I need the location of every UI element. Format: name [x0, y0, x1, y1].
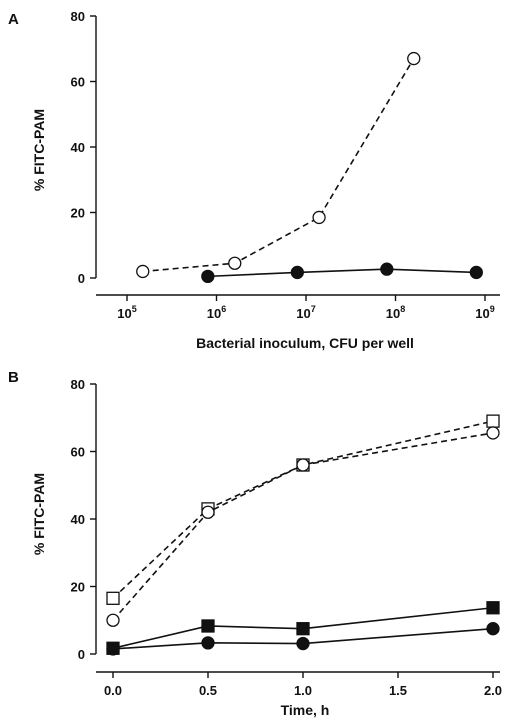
- panel-a-data-point: [407, 51, 421, 66]
- panel-a-x-ticks: 105 106 107 108 109: [117, 295, 495, 321]
- panel-b-x-axis-label: Time, h: [281, 702, 330, 718]
- panel-b-y-tick-label: 40: [71, 512, 85, 527]
- panel-b-series-line: [112, 606, 494, 650]
- panel-b-data-point: [296, 636, 310, 651]
- panel-a-data-point: [136, 264, 150, 279]
- panel-a-x-axis-label: Bacterial inoculum, CFU per well: [196, 335, 414, 351]
- panel-a-y-ticks: 0 20 40 60 80: [71, 9, 96, 286]
- panel-b-data-point: [201, 619, 215, 633]
- panel-a-series-open-circle: [136, 51, 421, 279]
- panel-b-y-tick-label: 0: [78, 647, 85, 662]
- panel-b-y-tick-label: 80: [71, 377, 85, 392]
- panel-b-data-point: [296, 622, 310, 636]
- panel-b-data-point: [296, 458, 310, 472]
- panel-a-data-point: [228, 256, 242, 270]
- panel-a-x-tick-label: 105: [117, 304, 136, 321]
- panel-b-data-point: [486, 622, 500, 636]
- panel-b-series-filled-circle: [106, 622, 500, 656]
- panel-b-x-tick-label: 1.5: [389, 683, 407, 698]
- panel-b-y-axis-label: % FITC-PAM: [31, 473, 47, 555]
- panel-a-series-filled-circle: [201, 262, 483, 284]
- panel-b-series-line: [112, 432, 494, 621]
- panel-b-series-line: [112, 420, 494, 599]
- panel-b-data-point: [201, 636, 215, 650]
- panel-b-data-point: [486, 601, 500, 615]
- panel-a-data-point: [469, 265, 483, 280]
- panel-b-plot-area: [106, 414, 500, 656]
- panel-a-y-tick-label: 0: [78, 271, 85, 286]
- panel-a-label: A: [8, 11, 19, 28]
- panel-a-data-point: [290, 265, 304, 280]
- panel-b-series-line: [112, 627, 494, 650]
- panel-b-x-tick-label: 1.0: [294, 683, 312, 698]
- panel-b: B % FITC-PAM Time, h 0.0 0.5 1.0 1.5 2.0 0 20…: [8, 369, 502, 718]
- panel-a-x-tick-label: 107: [296, 304, 315, 321]
- panel-a-x-tick-label: 106: [207, 304, 226, 321]
- panel-a-plot-area: [136, 51, 483, 284]
- panel-a-axes: [95, 16, 500, 296]
- panel-b-label: B: [8, 369, 19, 386]
- panel-b-data-point: [106, 613, 120, 627]
- panel-a: A % FITC-PAM Bacterial inoculum, CFU per…: [8, 9, 500, 351]
- panel-a-data-point: [380, 262, 394, 276]
- panel-b-y-ticks: 0 20 40 60 80: [71, 377, 96, 662]
- panel-b-data-point: [486, 414, 500, 428]
- panel-a-y-tick-label: 40: [71, 140, 85, 155]
- panel-a-y-axis-label: % FITC-PAM: [31, 109, 47, 191]
- panel-b-data-point: [486, 426, 500, 440]
- panel-b-data-point: [201, 505, 215, 519]
- panel-a-series-line: [207, 268, 477, 278]
- panel-b-series-open-square: [106, 414, 500, 605]
- panel-a-y-tick-label: 20: [71, 206, 85, 221]
- panel-b-x-ticks: 0.0 0.5 1.0 1.5 2.0: [104, 672, 502, 698]
- panel-a-x-tick-label: 108: [386, 304, 405, 321]
- panel-a-data-point: [201, 269, 215, 284]
- panel-a-y-tick-label: 80: [71, 9, 85, 24]
- panel-b-x-tick-label: 2.0: [484, 683, 502, 698]
- panel-a-data-point: [312, 210, 326, 225]
- panel-a-x-tick-label: 109: [475, 304, 494, 321]
- panel-a-series-line: [142, 58, 415, 273]
- panel-b-data-point: [106, 591, 120, 605]
- panel-a-y-tick-label: 60: [71, 75, 85, 90]
- panel-b-y-tick-label: 20: [71, 580, 85, 595]
- panel-b-data-point: [106, 642, 120, 656]
- panel-b-series-open-circle: [106, 426, 500, 627]
- panel-b-x-tick-label: 0.5: [199, 683, 217, 698]
- panel-b-x-tick-label: 0.0: [104, 683, 122, 698]
- panel-b-y-tick-label: 60: [71, 445, 85, 460]
